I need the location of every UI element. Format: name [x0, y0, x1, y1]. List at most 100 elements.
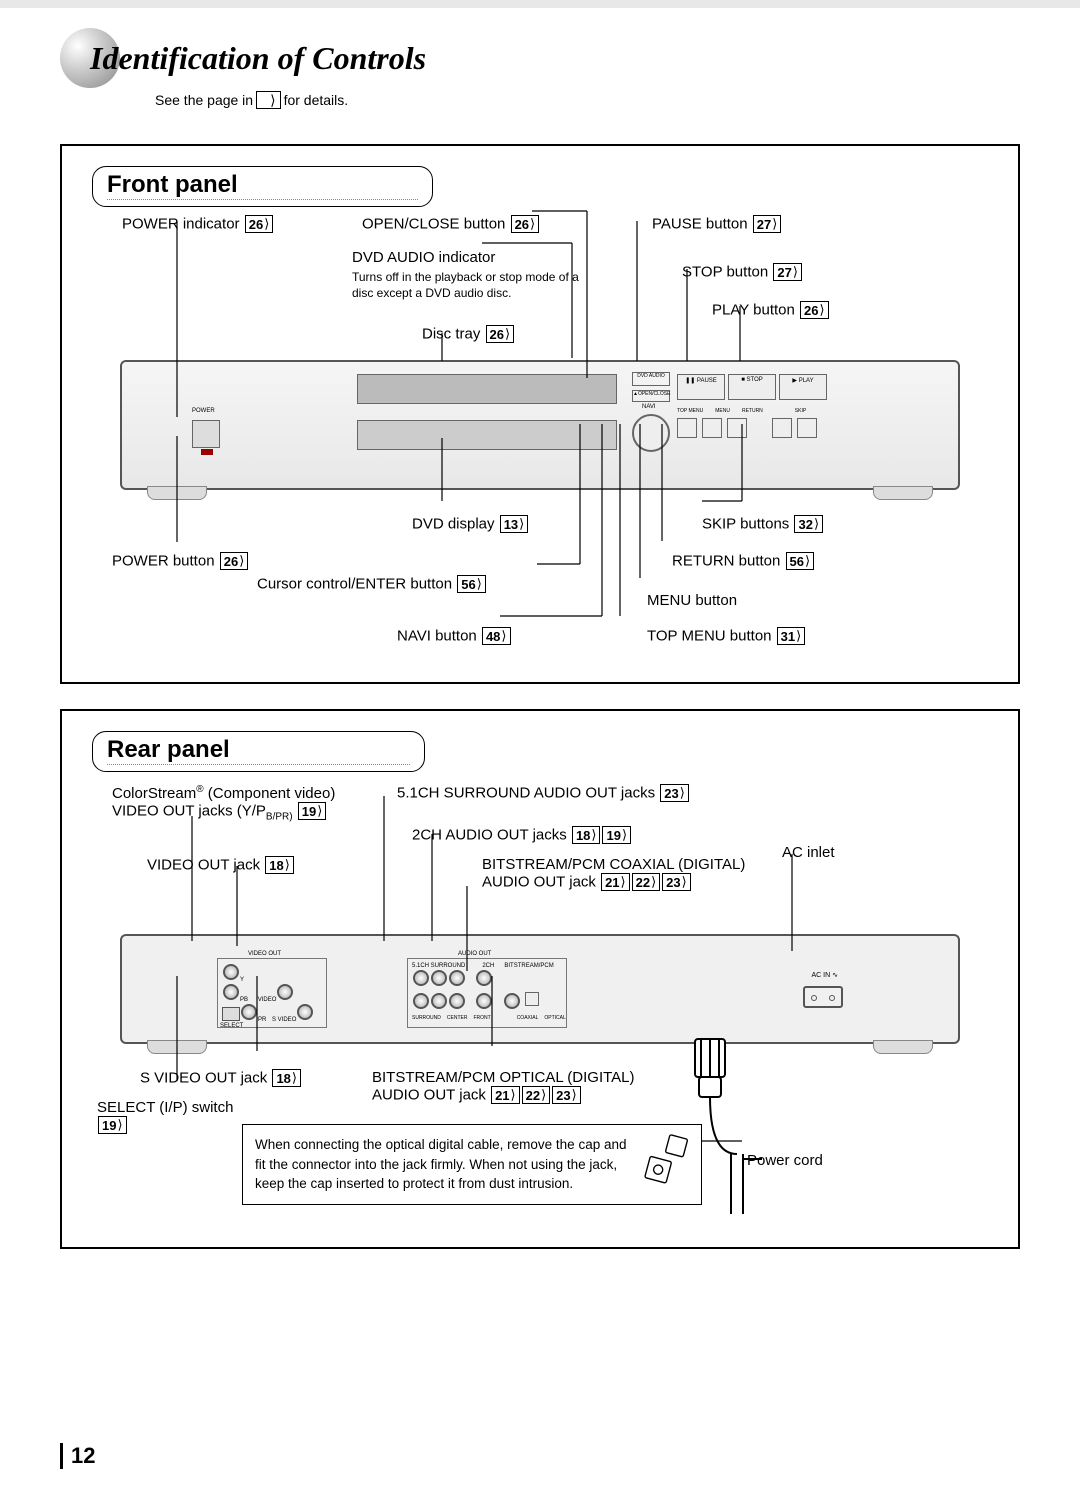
- jf5: OPTICAL: [544, 1015, 565, 1021]
- lbl-video-out: VIDEO OUT jack 18: [147, 856, 295, 874]
- top-gray-bar: [0, 0, 1080, 8]
- ref-cursor: 56: [457, 575, 486, 593]
- top-button-row: ❚❚ PAUSE ■ STOP ▶ PLAY: [677, 374, 827, 400]
- txt-opt2: AUDIO OUT jack: [372, 1087, 486, 1104]
- audio-out-group: AUDIO OUT 5.1CH SURROUND 2CH BITSTREAM/P…: [407, 958, 567, 1028]
- jsv: S VIDEO: [272, 1017, 296, 1023]
- tl3: RETURN: [742, 408, 763, 414]
- lbl-optical: BITSTREAM/PCM OPTICAL (DIGITAL) AUDIO OU…: [372, 1069, 702, 1104]
- txt-menu: MENU button: [647, 592, 737, 609]
- front-panel-box: Front panel POWER indicator 26 OPEN/CLOS…: [60, 144, 1020, 684]
- rear-panel-box: Rear panel ColorStream® (Component video…: [60, 709, 1020, 1249]
- txt-dvd-display: DVD display: [412, 516, 495, 533]
- dvd-audio-led: DVD AUDIO: [632, 372, 670, 386]
- lbl-open-close: OPEN/CLOSE button 26: [362, 215, 540, 233]
- ref-coax-c: 23: [662, 873, 691, 891]
- front-panel-title: Front panel: [107, 171, 418, 200]
- lbl-dvd-audio: DVD AUDIO indicator: [352, 249, 495, 266]
- page-ref-blank: ⟩: [256, 91, 280, 109]
- txt-return: RETURN button: [672, 553, 780, 570]
- jf1: SURROUND: [412, 1015, 441, 1021]
- open-close-btn: ▲OPEN/CLOSE: [632, 390, 670, 402]
- ref-svideo: 18: [272, 1069, 301, 1087]
- lbl-svideo: S VIDEO OUT jack 18: [140, 1069, 302, 1087]
- txt-opt1: BITSTREAM/PCM OPTICAL (DIGITAL): [372, 1069, 635, 1086]
- page-number: 12: [60, 1443, 95, 1469]
- lbl-dvd-display: DVD display 13: [412, 515, 529, 533]
- lbl-return: RETURN button 56: [672, 552, 815, 570]
- jf4: COAXIAL: [517, 1015, 539, 1021]
- txt-disc-tray: Disc tray: [422, 326, 480, 343]
- ref-video-out-jacks: 19: [298, 802, 327, 820]
- title-row: Identification of Controls: [60, 28, 1020, 88]
- jf2: CENTER: [447, 1015, 468, 1021]
- lbl-colorstream: ColorStream® (Component video) VIDEO OUT…: [112, 784, 372, 823]
- ac-inlet-graphic: [803, 986, 843, 1008]
- txt-power-indicator: POWER indicator: [122, 216, 240, 233]
- txt-2ch: 2CH AUDIO OUT jacks: [412, 827, 567, 844]
- ref-dvd-display: 13: [500, 515, 529, 533]
- txt-play: PLAY button: [712, 302, 795, 319]
- ref-opt-c: 23: [552, 1086, 581, 1104]
- lbl-pause: PAUSE button 27: [652, 215, 782, 233]
- tl2: MENU: [715, 408, 730, 414]
- txt-top-menu: TOP MENU button: [647, 628, 772, 645]
- jf3: FRONT: [473, 1015, 490, 1021]
- lbl-power-indicator: POWER indicator 26: [122, 215, 274, 233]
- txt-device-navi: NAVI: [642, 404, 656, 410]
- lbl-coaxial: BITSTREAM/PCM COAXIAL (DIGITAL) AUDIO OU…: [482, 856, 812, 891]
- rfoot-r: [873, 1040, 933, 1054]
- tl4: SKIP: [795, 408, 806, 414]
- ref-power-indicator: 26: [245, 215, 274, 233]
- jl-ao: AUDIO OUT: [458, 951, 491, 957]
- subtitle-post: for details.: [284, 92, 349, 108]
- ref-play: 26: [800, 301, 829, 319]
- txt-colorstream-1: ColorStream: [112, 785, 196, 802]
- foot-right: [873, 486, 933, 500]
- lbl-cursor: Cursor control/ENTER button 56: [257, 575, 487, 593]
- txt-navi: NAVI button: [397, 628, 477, 645]
- power-cord-icon: [687, 1034, 817, 1234]
- jpb: PB: [240, 997, 248, 1003]
- disc-tray-graphic: [357, 374, 617, 404]
- lbl-top-menu: TOP MENU button 31: [647, 627, 806, 645]
- txt-pause: PAUSE button: [652, 216, 748, 233]
- txt-cursor: Cursor control/ENTER button: [257, 576, 452, 593]
- ref-skip: 32: [794, 515, 823, 533]
- txt-device-power: POWER: [192, 408, 215, 414]
- ref-stop: 27: [773, 263, 802, 281]
- display-graphic: [357, 420, 617, 450]
- txt-note: When connecting the optical digital cabl…: [255, 1137, 626, 1191]
- optical-note-box: When connecting the optical digital cabl…: [242, 1124, 702, 1205]
- ref-opt-a: 21: [491, 1086, 520, 1104]
- video-out-group: VIDEO OUT Y PB VIDEO PR S VIDEO SELECT: [217, 958, 327, 1028]
- txt-dvd-audio-note: Turns off in the playback or stop mode o…: [352, 270, 579, 300]
- txt-coax2: AUDIO OUT jack: [482, 874, 596, 891]
- front-panel-title-wrap: Front panel: [92, 166, 433, 207]
- ref-select: 19: [98, 1116, 127, 1134]
- lbl-menu: MENU button: [647, 592, 737, 609]
- txt-svideo: S VIDEO OUT jack: [140, 1070, 267, 1087]
- rear-device: VIDEO OUT Y PB VIDEO PR S VIDEO SELECT A…: [120, 934, 960, 1044]
- btn-skip-back: [772, 418, 792, 438]
- lbl-stop: STOP button 27: [682, 263, 803, 281]
- lbl-skip: SKIP buttons 32: [702, 515, 824, 533]
- power-button-graphic: [192, 420, 220, 448]
- optical-cap-icon: [638, 1133, 693, 1188]
- txt-dvd-audio: DVD AUDIO indicator: [352, 249, 495, 266]
- txt-video-out-jacks: VIDEO OUT jacks (Y/P: [112, 803, 266, 820]
- ref-pause: 27: [753, 215, 782, 233]
- jy: Y: [240, 977, 244, 983]
- navi-dial: [632, 414, 670, 452]
- btn-pause: ❚❚ PAUSE: [677, 374, 725, 400]
- ref-coax-b: 22: [632, 873, 661, 891]
- lbl-disc-tray: Disc tray 26: [422, 325, 515, 343]
- lbl-surround: 5.1CH SURROUND AUDIO OUT jacks 23: [397, 784, 690, 802]
- btn-skip-fwd: [797, 418, 817, 438]
- bottom-row-labels: TOP MENU MENU RETURN SKIP: [677, 408, 806, 414]
- ref-2ch-b: 19: [602, 826, 631, 844]
- js3: BITSTREAM/PCM: [504, 963, 553, 969]
- rfoot-l: [147, 1040, 207, 1054]
- ref-2ch-a: 18: [572, 826, 601, 844]
- txt-colorstream-2: (Component video): [204, 785, 336, 802]
